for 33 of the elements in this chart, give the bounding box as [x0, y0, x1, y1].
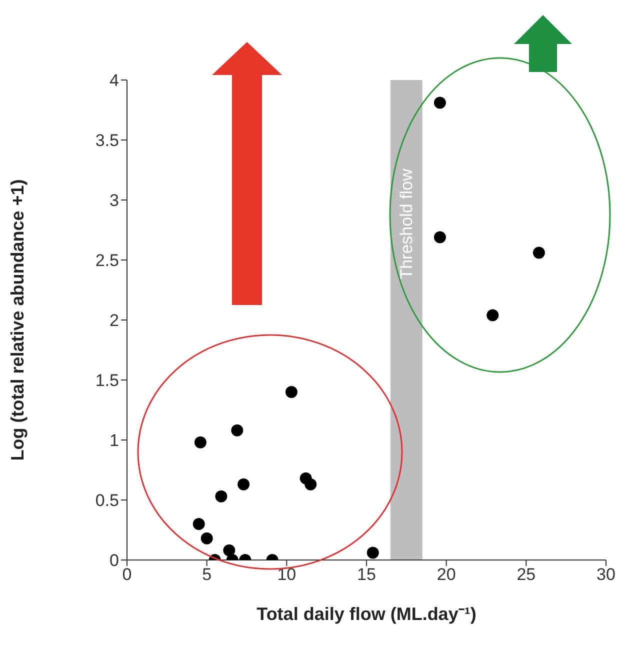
y-tick-label: 4 — [110, 71, 119, 90]
x-tick-label: 20 — [436, 565, 456, 584]
x-tick-label: 0 — [122, 565, 132, 584]
point — [200, 532, 213, 544]
point — [194, 436, 206, 448]
point — [486, 309, 499, 322]
point — [285, 386, 298, 398]
x-tick-label: 10 — [277, 565, 296, 584]
point — [192, 518, 205, 530]
y-tick-label: 0 — [110, 551, 119, 570]
point — [304, 478, 317, 490]
x-tick-label: 25 — [516, 565, 536, 584]
y-tick-label: 0.5 — [95, 491, 119, 510]
y-tick-label: 1.5 — [95, 371, 119, 390]
y-tick-label: 2 — [110, 311, 119, 330]
band-label: Threshold flow — [396, 168, 416, 280]
point — [223, 544, 236, 556]
x-tick-label: 5 — [202, 565, 212, 584]
x-tick-label: 15 — [357, 565, 376, 584]
point — [434, 96, 446, 109]
y-tick-label: 1 — [110, 431, 119, 450]
y-tick-label: 3 — [110, 191, 119, 210]
x-tick-label: 30 — [596, 565, 616, 584]
point — [215, 490, 228, 502]
point — [231, 424, 244, 436]
point — [434, 231, 446, 244]
point — [366, 546, 379, 559]
point — [532, 246, 545, 259]
y-tick-label: 2.5 — [95, 251, 119, 270]
x-axis-title: Total daily flow (ML.day⁻¹) — [256, 604, 476, 624]
point — [238, 478, 250, 490]
y-tick-label: 3.5 — [95, 131, 119, 150]
y-axis-title: Log (total relative abundance +1) — [7, 179, 28, 461]
